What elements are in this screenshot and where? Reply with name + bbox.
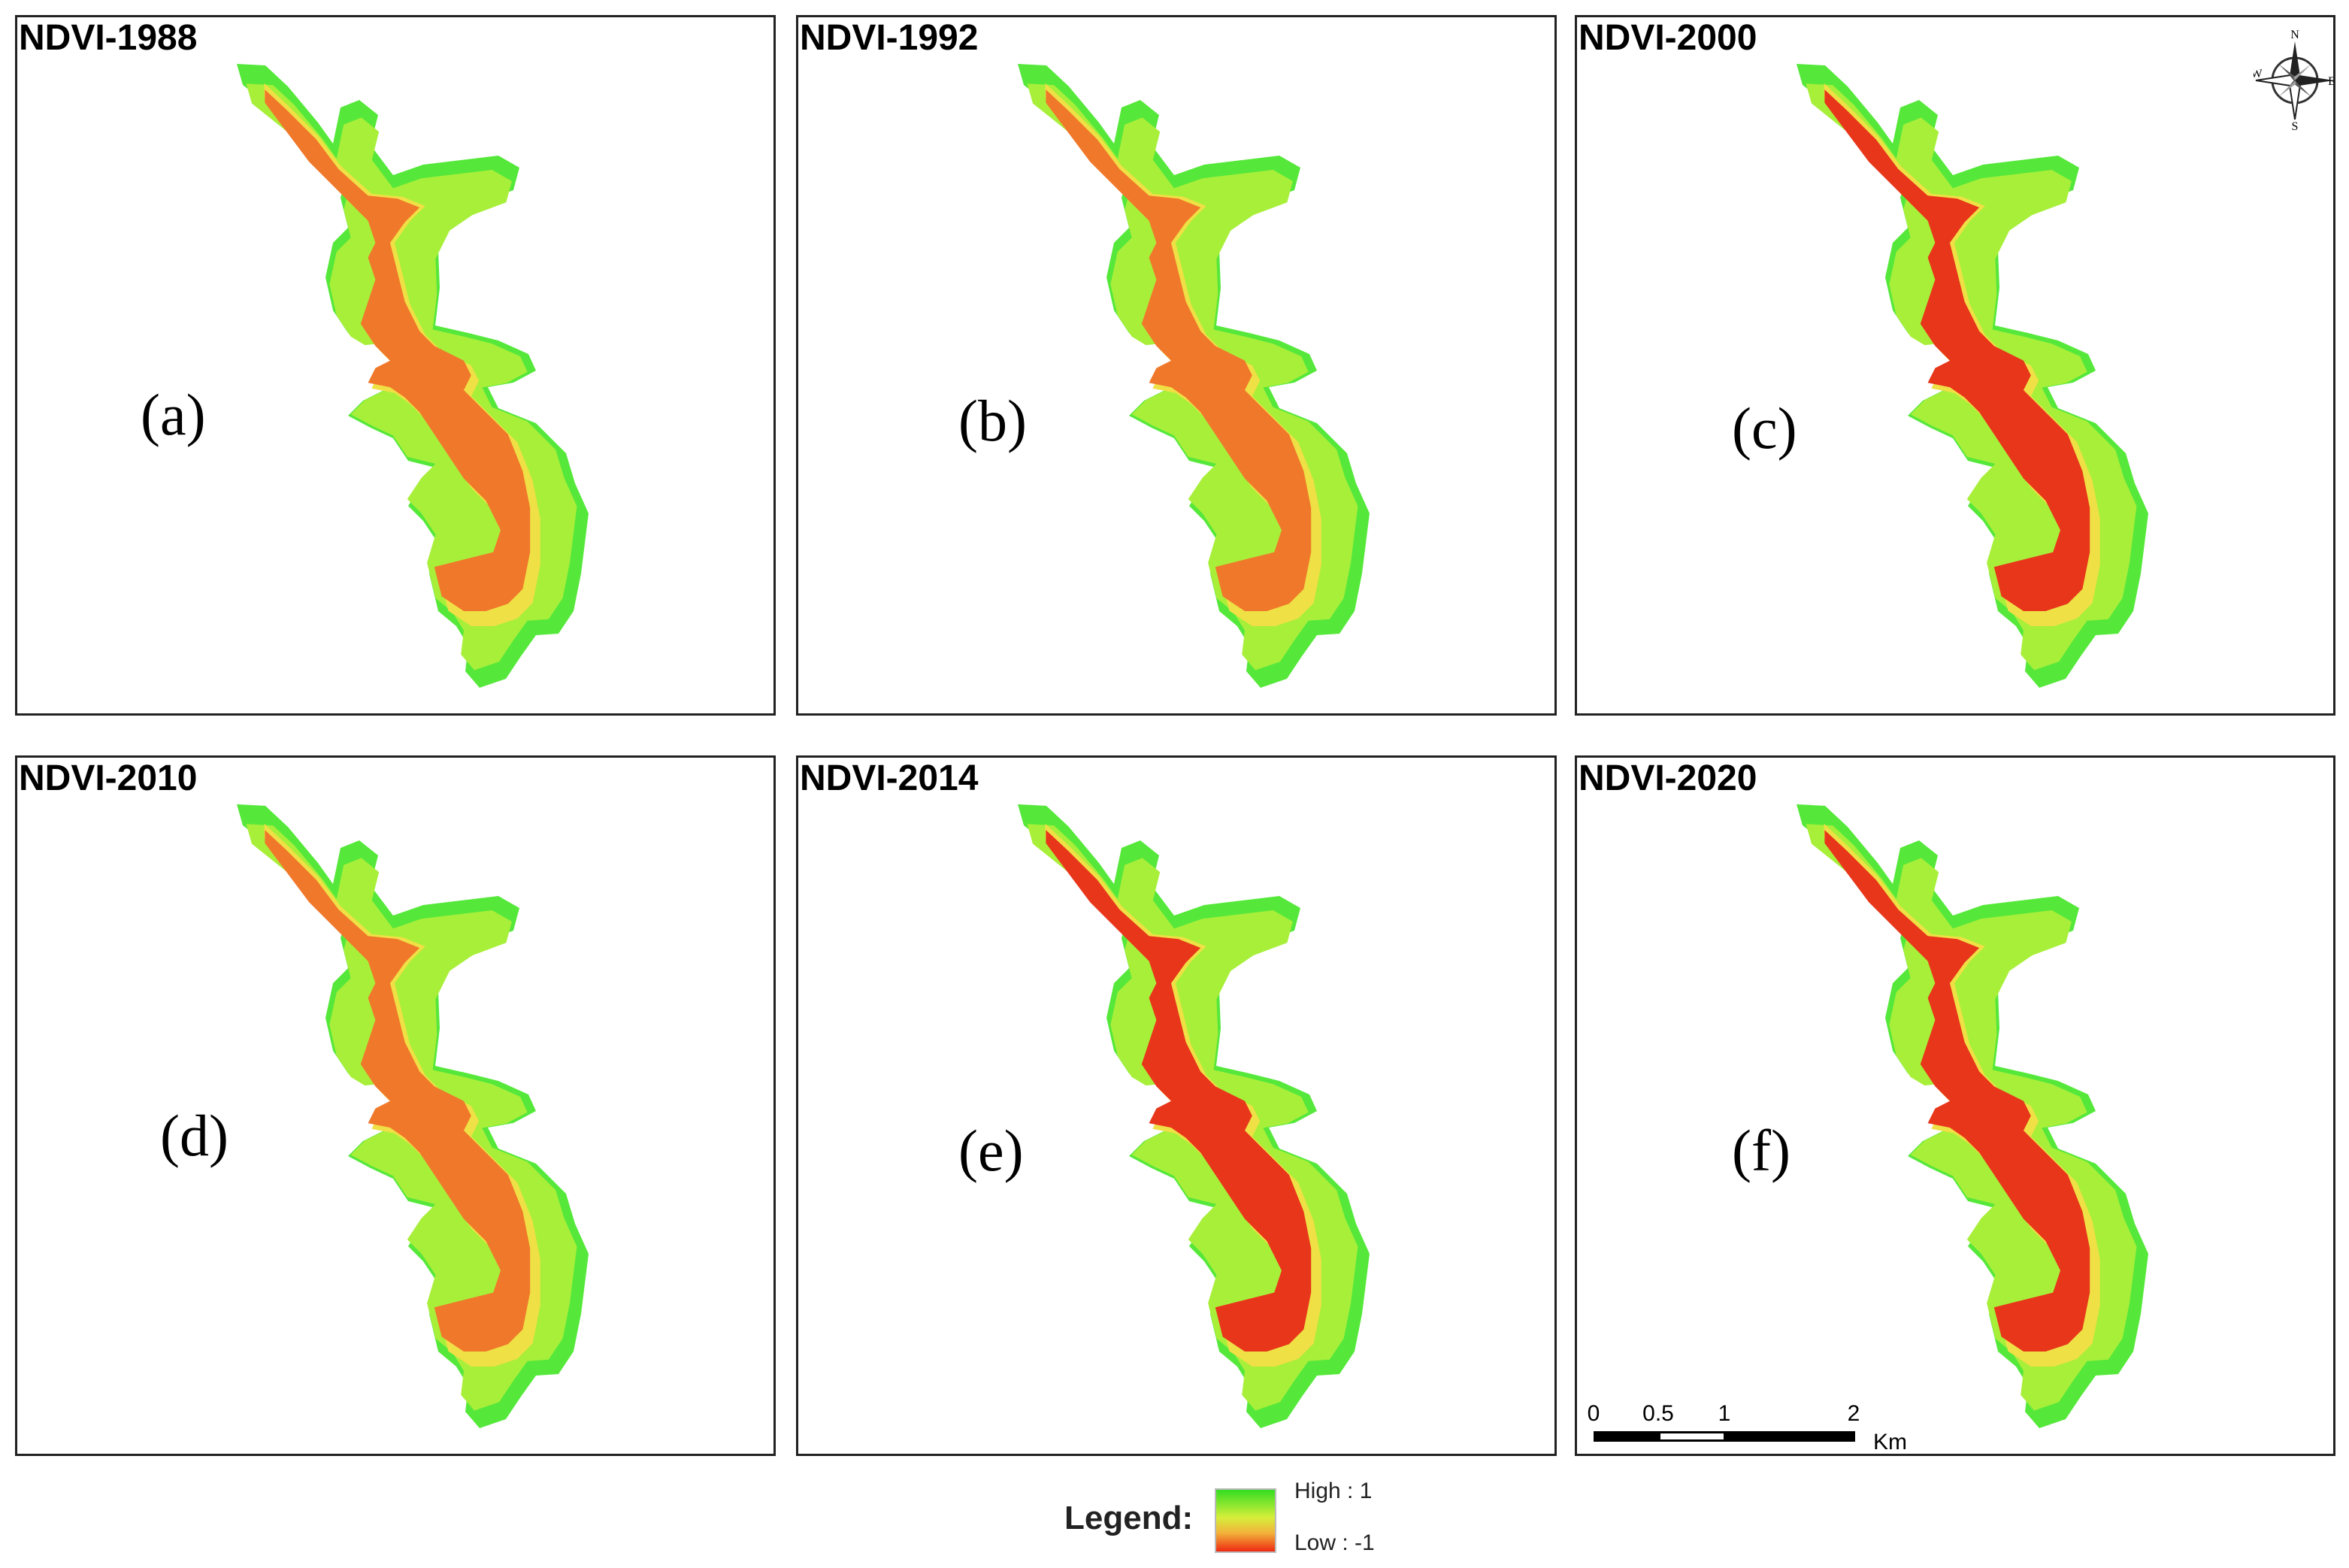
scale-label-0: 0 [1587, 1401, 1600, 1426]
ndvi-map [237, 64, 589, 688]
ndvi-map [1018, 64, 1370, 688]
scale-label-2: 2 [1847, 1401, 1860, 1426]
compass-e: E [2328, 75, 2335, 88]
panel-title: NDVI-2020 [1579, 758, 1757, 798]
legend-high-label: High : 1 [1294, 1479, 1373, 1503]
panel-letter: (c) [1732, 395, 1797, 461]
panel-letter: (b) [958, 388, 1027, 453]
map-panel-d: NDVI-2010 (d) [15, 755, 776, 1456]
panel-letter: (e) [958, 1118, 1024, 1183]
scale-segment [1724, 1431, 1855, 1442]
legend-low-label: Low : -1 [1294, 1530, 1375, 1555]
water-body [1824, 89, 2090, 611]
ndvi-map [1797, 64, 2148, 688]
water-body [1824, 830, 2090, 1352]
map-panel-e: NDVI-2014 (e) [796, 755, 1557, 1456]
scale-bar: 0 0.5 1 2 Km [1582, 1401, 1907, 1454]
scale-unit: Km [1873, 1430, 1907, 1454]
ndvi-map [237, 804, 589, 1428]
legend-title: Legend: [1064, 1500, 1194, 1536]
legend-color-ramp [1215, 1488, 1276, 1553]
water-body [265, 830, 531, 1352]
map-panel-a: NDVI-1988 (a) [15, 15, 776, 716]
compass-w: W [2254, 68, 2263, 80]
panel-letter: (f) [1732, 1118, 1791, 1183]
map-panel-c: NDVI-2000 (c) N S W E [1575, 15, 2335, 716]
compass-n: N [2290, 29, 2299, 41]
scale-label-1: 1 [1718, 1401, 1731, 1426]
water-body [265, 89, 531, 611]
panel-title: NDVI-2000 [1579, 18, 1757, 58]
map-panel-f: NDVI-2020 (f) [1575, 755, 2335, 1456]
water-body [1046, 89, 1312, 611]
panel-title: NDVI-1992 [800, 18, 979, 58]
ndvi-map [1797, 804, 2148, 1428]
panel-letter: (d) [160, 1103, 229, 1168]
map-panel-b: NDVI-1992 (b) [796, 15, 1557, 716]
compass-rose-icon: N S W E [2251, 25, 2335, 133]
panel-title: NDVI-1988 [19, 18, 198, 58]
compass-s: S [2292, 120, 2299, 130]
ndvi-map [1018, 804, 1370, 1428]
panel-title: NDVI-2014 [800, 758, 979, 798]
panel-title: NDVI-2010 [19, 758, 198, 798]
scale-segment [1594, 1431, 1660, 1442]
panel-letter: (a) [141, 382, 206, 447]
water-body [1046, 830, 1312, 1352]
scale-segment [1658, 1431, 1726, 1442]
scale-label-0-5: 0.5 [1642, 1401, 1674, 1426]
